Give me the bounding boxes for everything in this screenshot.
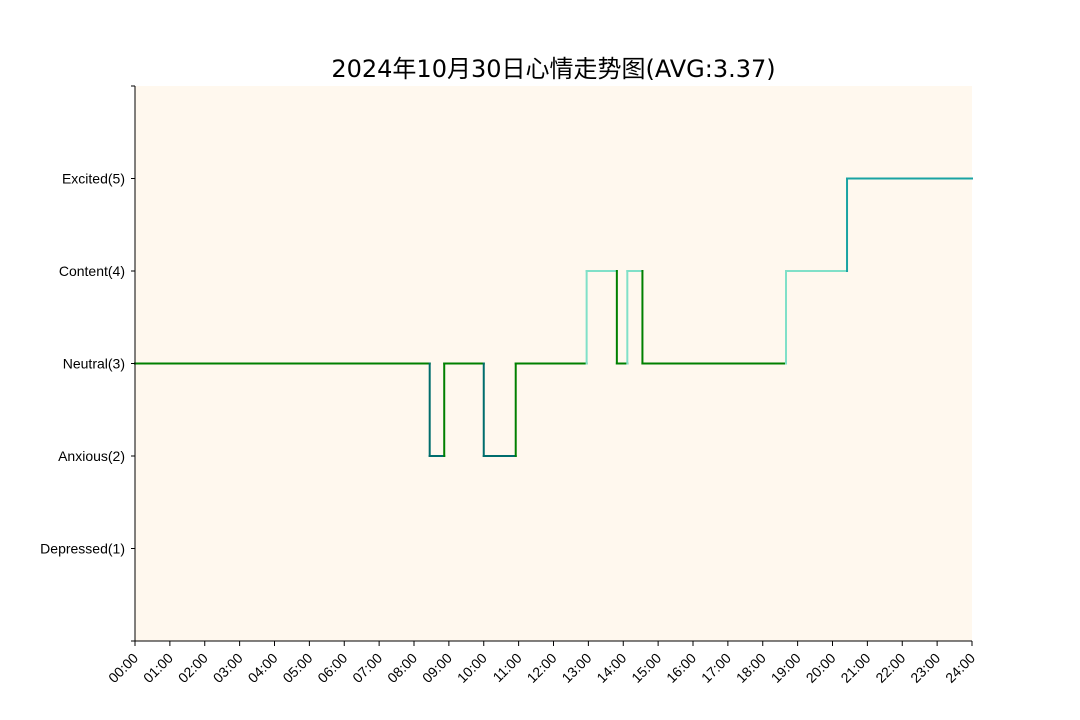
x-tick-label: 19:00 bbox=[768, 650, 804, 686]
x-tick-label: 13:00 bbox=[558, 650, 594, 686]
x-tick-label: 06:00 bbox=[314, 650, 350, 686]
x-tick-label: 24:00 bbox=[942, 650, 978, 686]
x-tick-label: 14:00 bbox=[593, 650, 629, 686]
x-tick-label: 11:00 bbox=[489, 650, 525, 686]
x-tick-label: 00:00 bbox=[105, 650, 141, 686]
x-axis-ticks: 00:0001:0002:0003:0004:0005:0006:0007:00… bbox=[105, 641, 978, 686]
x-tick-label: 07:00 bbox=[349, 650, 385, 686]
x-tick-label: 22:00 bbox=[872, 650, 908, 686]
chart-title: 2024年10月30日心情走势图(AVG:3.37) bbox=[331, 55, 775, 83]
x-tick-label: 15:00 bbox=[628, 650, 664, 686]
x-tick-label: 02:00 bbox=[175, 650, 211, 686]
y-tick-label: Content(4) bbox=[59, 263, 125, 279]
y-tick-label: Neutral(3) bbox=[63, 356, 125, 372]
mood-line-segments bbox=[134, 177, 973, 457]
y-axis-ticks: Depressed(1) Anxious(2) Neutral(3) Content(… bbox=[40, 85, 135, 642]
x-tick-label: 12:00 bbox=[524, 650, 560, 686]
x-tick-label: 09:00 bbox=[419, 650, 455, 686]
x-tick-label: 05:00 bbox=[279, 650, 315, 686]
x-tick-label: 21:00 bbox=[837, 650, 873, 686]
x-tick-label: 20:00 bbox=[803, 650, 839, 686]
y-tick-label: Excited(5) bbox=[62, 171, 125, 187]
y-tick-label: Depressed(1) bbox=[40, 541, 125, 557]
x-tick-label: 23:00 bbox=[907, 650, 943, 686]
x-tick-label: 08:00 bbox=[384, 650, 420, 686]
y-tick-label: Anxious(2) bbox=[58, 448, 125, 464]
x-tick-label: 18:00 bbox=[733, 650, 769, 686]
x-tick-label: 16:00 bbox=[663, 650, 699, 686]
x-tick-label: 04:00 bbox=[245, 650, 281, 686]
x-tick-label: 01:00 bbox=[140, 650, 176, 686]
x-tick-label: 10:00 bbox=[454, 650, 490, 686]
x-tick-label: 03:00 bbox=[210, 650, 246, 686]
x-tick-label: 17:00 bbox=[698, 650, 734, 686]
